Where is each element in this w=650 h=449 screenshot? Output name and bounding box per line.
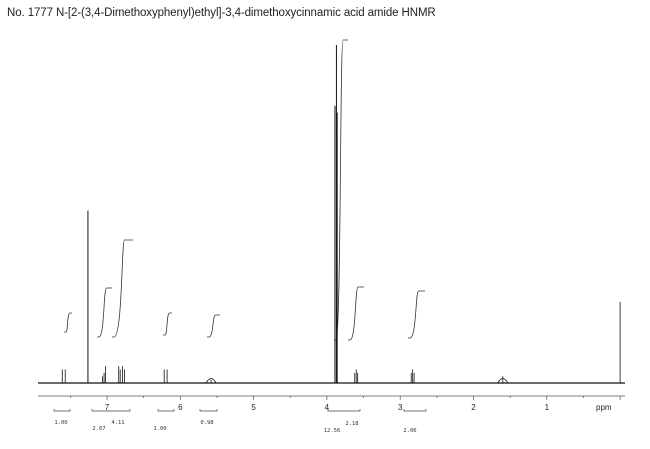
integral-label: 2.07 [92, 426, 105, 432]
integral-label: 0.98 [200, 420, 213, 426]
integral-curve [64, 312, 72, 333]
integral-range [199, 409, 218, 412]
x-tick-label: 7 [105, 403, 110, 412]
x-tick-label: 6 [178, 403, 183, 412]
integral-curve [163, 312, 172, 336]
integral-range [157, 409, 175, 412]
x-tick-label: 3 [398, 403, 403, 412]
integral-range [403, 409, 427, 412]
broad-peak [205, 378, 217, 384]
integral-range [91, 409, 131, 412]
integral-curve [408, 290, 425, 339]
x-axis-label: ppm [596, 403, 612, 412]
peak-lines [61, 45, 621, 384]
integral-curve [97, 287, 112, 338]
chart-title: No. 1777 N-[2-(3,4-Dimethoxyphenyl)ethyl… [7, 7, 436, 19]
broad-peak [497, 378, 509, 384]
integral-range [327, 409, 361, 412]
integral-label: 1.00 [153, 426, 166, 432]
integral-range [53, 409, 71, 412]
integral-label: 12.56 [324, 428, 341, 434]
x-tick-label: 5 [251, 403, 256, 412]
integral-label: 4.11 [111, 420, 124, 426]
integral-curve [112, 239, 133, 338]
x-tick-label: 1 [545, 403, 550, 412]
integral-curves [64, 39, 425, 341]
integral-markers: 1.00 2.07 4.11 1.00 0.98 12.56 2.18 2.06 [53, 409, 427, 434]
x-tick-label: 2 [471, 403, 476, 412]
integral-label: 2.06 [403, 428, 416, 434]
integral-label: 2.18 [345, 421, 358, 427]
x-tick-label: 4 [325, 403, 330, 412]
x-axis: 7 6 5 4 3 2 1 ppm [38, 395, 625, 412]
integral-curve [348, 286, 364, 341]
integral-curve [207, 314, 220, 338]
integral-label: 1.00 [54, 420, 67, 426]
